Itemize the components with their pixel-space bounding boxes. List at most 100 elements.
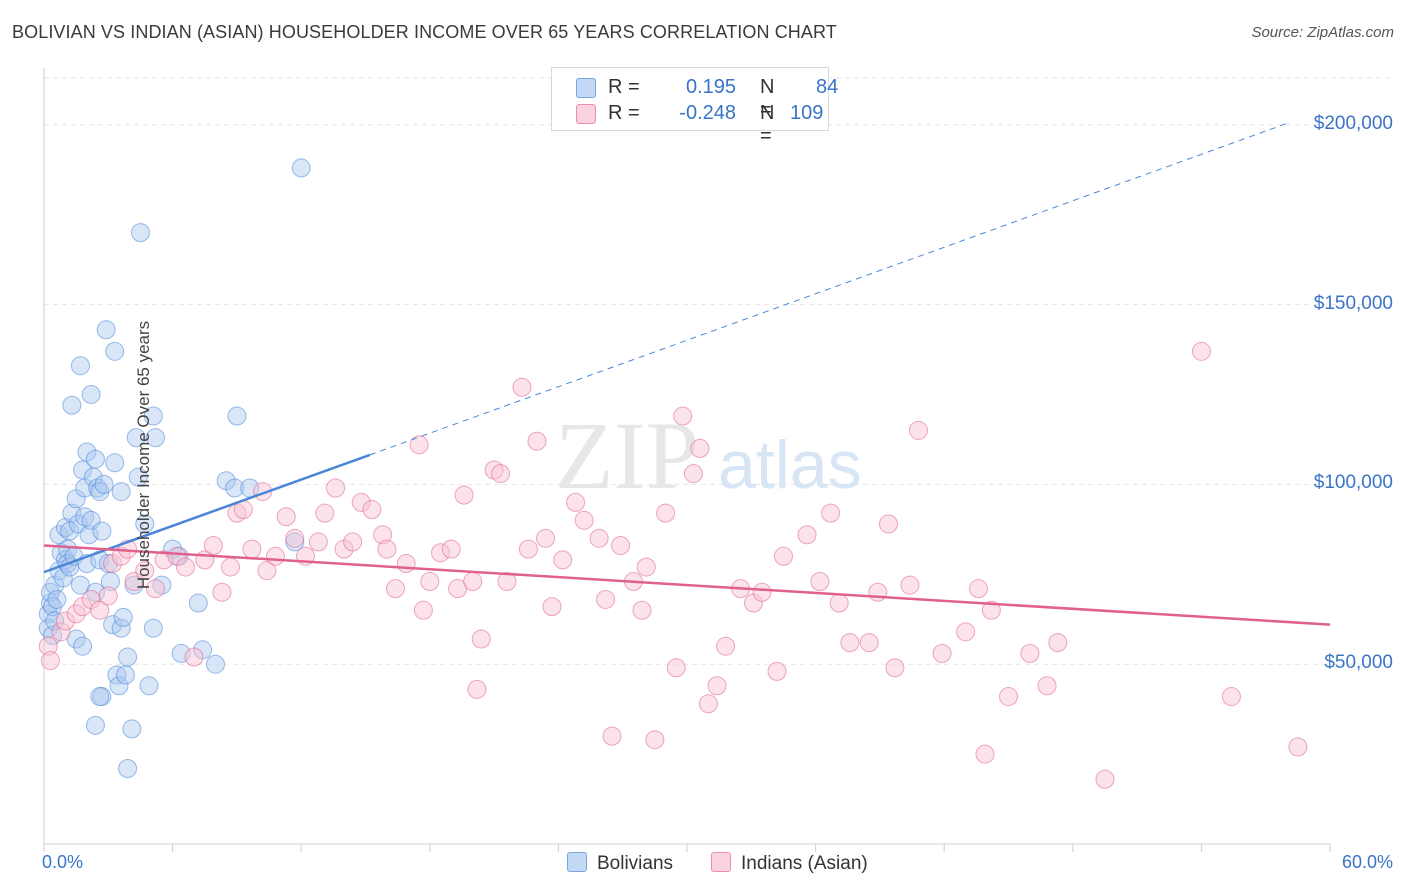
data-point [908, 420, 928, 440]
data-point [527, 431, 547, 451]
data-point [85, 449, 105, 469]
source-credit: Source: ZipAtlas.com [1251, 24, 1394, 41]
data-point [512, 377, 532, 397]
data-point [88, 478, 108, 498]
legend-item-indians[interactable]: Indians (Asian) [711, 852, 868, 875]
data-point [47, 589, 67, 609]
data-point [96, 320, 116, 340]
legend-item-bolivians[interactable]: Bolivians [567, 852, 673, 875]
data-point [126, 428, 146, 448]
data-point [797, 525, 817, 545]
data-point [1095, 769, 1115, 789]
data-point [413, 600, 433, 620]
data-point [420, 571, 440, 591]
data-point [75, 507, 95, 527]
data-point [111, 546, 131, 566]
data-point [596, 589, 616, 609]
legend-n-label: N = [760, 76, 775, 121]
data-point [143, 618, 163, 638]
data-point [285, 528, 305, 548]
chart-title: BOLIVIAN VS INDIAN (ASIAN) HOUSEHOLDER I… [12, 22, 837, 42]
trend-line-indians [43, 544, 1331, 626]
data-point [90, 687, 110, 707]
data-point [45, 611, 65, 631]
data-point [632, 600, 652, 620]
data-point [829, 593, 849, 613]
data-point [111, 482, 131, 502]
data-point [885, 658, 905, 678]
data-point [377, 539, 397, 559]
data-point [673, 406, 693, 426]
data-point [975, 744, 995, 764]
data-point [242, 539, 262, 559]
data-point [409, 435, 429, 455]
data-point [611, 536, 631, 556]
data-point [497, 571, 517, 591]
data-point [752, 582, 772, 602]
data-point [109, 676, 129, 696]
data-point [373, 525, 393, 545]
data-point [1191, 341, 1211, 361]
data-point [536, 528, 556, 548]
legend-swatch-bolivians [576, 78, 596, 98]
data-point [205, 654, 225, 674]
data-point [343, 532, 363, 552]
legend-r-value-indians: -0.248 [679, 102, 736, 124]
data-point [188, 593, 208, 613]
data-point [767, 661, 787, 681]
data-point [94, 474, 114, 494]
data-point [291, 158, 311, 178]
data-point [90, 600, 110, 620]
data-point [968, 579, 988, 599]
data-point [276, 507, 296, 527]
data-point [152, 575, 172, 595]
legend-n-value-bolivians: 84 [816, 76, 839, 98]
data-point [154, 550, 174, 570]
data-point [105, 341, 125, 361]
data-point [135, 561, 155, 581]
data-point [441, 539, 461, 559]
data-point [683, 464, 703, 484]
y-axis-label: Householder Income Over 65 years [134, 320, 154, 590]
data-point [62, 503, 82, 523]
legend-swatch-indians [711, 852, 731, 872]
stats-legend: R = 0.195 N = 84 R = -0.248 N = 109 [551, 67, 838, 147]
data-point [171, 643, 191, 663]
data-point [85, 715, 105, 735]
data-point [122, 719, 142, 739]
data-point [212, 582, 232, 602]
data-point [518, 539, 538, 559]
data-point [467, 679, 487, 699]
data-point [51, 622, 71, 642]
y-tick-label: $150,000 [1313, 292, 1393, 314]
data-point [666, 658, 686, 678]
data-point [70, 356, 90, 376]
data-point [79, 525, 99, 545]
data-point [542, 597, 562, 617]
data-point [810, 571, 830, 591]
data-point [203, 536, 223, 556]
data-point [227, 503, 247, 523]
data-point [840, 633, 860, 653]
data-point [690, 438, 710, 458]
data-point [932, 643, 952, 663]
legend-r-label: R = [608, 76, 640, 98]
data-point [145, 579, 165, 599]
data-point [227, 406, 247, 426]
data-point [716, 636, 736, 656]
data-point [308, 532, 328, 552]
data-point [115, 665, 135, 685]
legend-n-value-indians: 109 [790, 102, 824, 124]
data-point [900, 575, 920, 595]
legend-r-value-bolivians: 0.195 [685, 76, 736, 98]
data-point [98, 586, 118, 606]
data-point [386, 579, 406, 599]
data-point [491, 464, 511, 484]
series-indians-asian [38, 341, 1308, 789]
data-point [821, 503, 841, 523]
data-point [636, 557, 656, 577]
data-point [55, 611, 75, 631]
x-tick-label-min: 0.0% [42, 852, 84, 872]
data-point [859, 633, 879, 653]
